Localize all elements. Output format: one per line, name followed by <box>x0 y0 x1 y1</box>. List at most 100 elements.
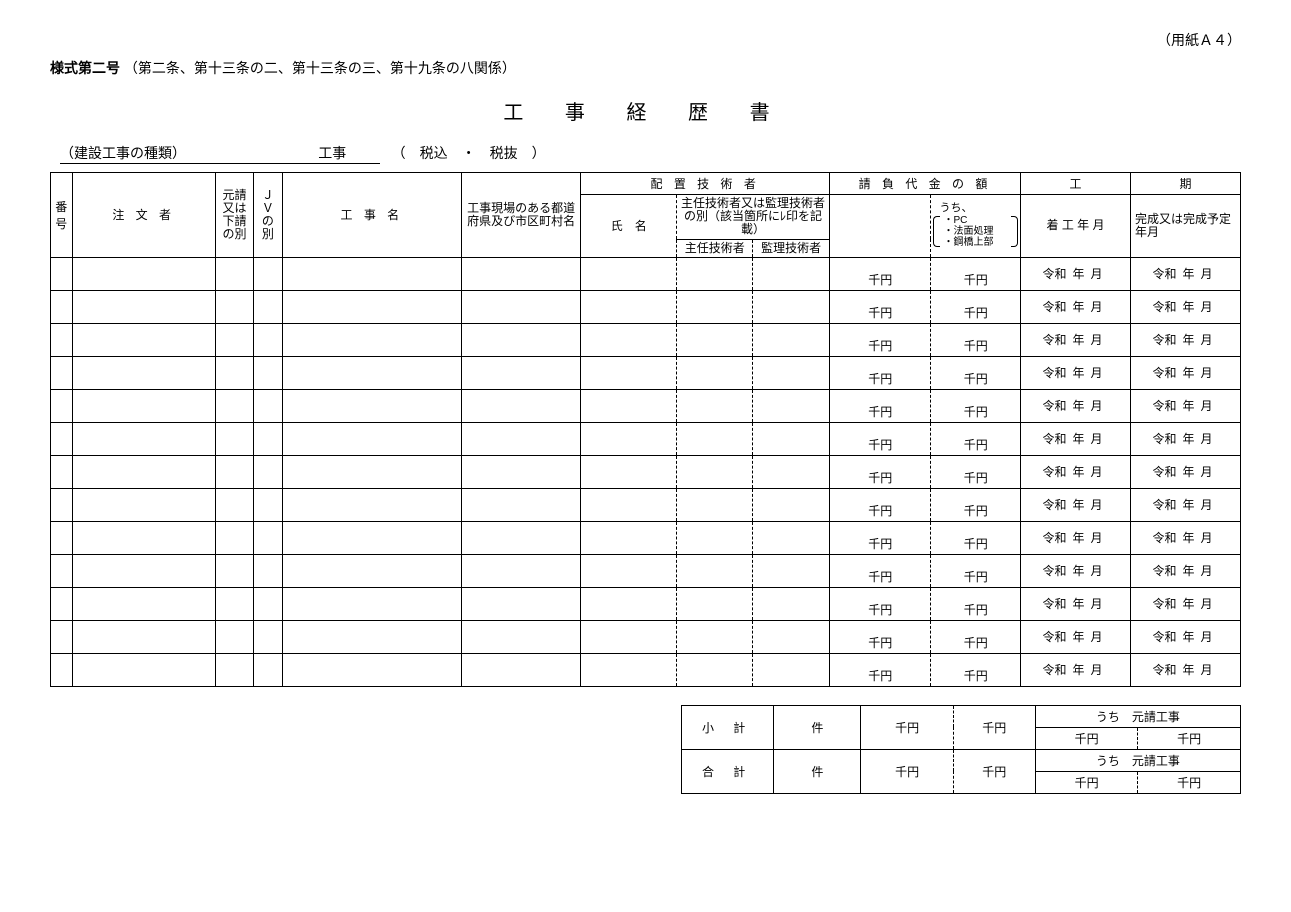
cell-location <box>461 323 580 356</box>
cell-amount2: 千円 <box>931 488 1021 521</box>
cell-chief <box>677 455 753 488</box>
cell-fullname <box>581 521 677 554</box>
cell-location <box>461 488 580 521</box>
cell-jv <box>254 422 283 455</box>
cell-start-date: 令和年月 <box>1021 356 1131 389</box>
cell-jv <box>254 290 283 323</box>
total-label: 合 計 <box>682 749 774 793</box>
tax-options: （ 税込 ・ 税抜 ） <box>392 145 546 161</box>
cell-amount2: 千円 <box>931 587 1021 620</box>
cell-work-name <box>282 290 461 323</box>
subtotal-label: 小 計 <box>682 705 774 749</box>
table-row: 千円千円令和年月令和年月 <box>51 587 1241 620</box>
cell-work-name <box>282 488 461 521</box>
cell-amount1: 千円 <box>829 620 931 653</box>
cell-client <box>72 554 215 587</box>
cell-location <box>461 653 580 686</box>
cell-amount1: 千円 <box>829 488 931 521</box>
cell-jv <box>254 587 283 620</box>
amount-note-bridge: ・鋼橋上部 <box>935 237 1016 248</box>
cell-amount1: 千円 <box>829 356 931 389</box>
cell-client <box>72 389 215 422</box>
cell-end-date: 令和年月 <box>1130 290 1240 323</box>
cell-fullname <box>581 257 677 290</box>
cell-jv <box>254 554 283 587</box>
cell-supervisor <box>753 488 829 521</box>
cell-jv <box>254 455 283 488</box>
cell-start-date: 令和年月 <box>1021 323 1131 356</box>
cell-prime <box>215 488 253 521</box>
table-row: 千円千円令和年月令和年月 <box>51 290 1241 323</box>
cell-amount2: 千円 <box>931 356 1021 389</box>
summary-table: 小 計 件 千円 千円 うち 元請工事 千円 千円 合 計 件 千円 千円 うち… <box>681 705 1241 794</box>
cell-location <box>461 257 580 290</box>
th-work-name: 工 事 名 <box>282 173 461 258</box>
cell-work-name <box>282 587 461 620</box>
table-row: 千円千円令和年月令和年月 <box>51 554 1241 587</box>
cell-supervisor <box>753 554 829 587</box>
th-end-date: 完成又は完成予定年月 <box>1130 195 1240 258</box>
cell-start-date: 令和年月 <box>1021 653 1131 686</box>
cell-supervisor <box>753 455 829 488</box>
cell-end-date: 令和年月 <box>1130 323 1240 356</box>
total-prime-amt1: 千円 <box>1035 771 1138 793</box>
cell-amount2: 千円 <box>931 554 1021 587</box>
total-prime-label: うち 元請工事 <box>1035 749 1240 771</box>
subtotal-amount2: 千円 <box>953 705 1035 749</box>
table-row: 千円千円令和年月令和年月 <box>51 356 1241 389</box>
cell-start-date: 令和年月 <box>1021 554 1131 587</box>
cell-work-name <box>282 620 461 653</box>
cell-start-date: 令和年月 <box>1021 488 1131 521</box>
cell-no <box>51 554 73 587</box>
cell-supervisor <box>753 290 829 323</box>
cell-start-date: 令和年月 <box>1021 290 1131 323</box>
cell-start-date: 令和年月 <box>1021 389 1131 422</box>
cell-fullname <box>581 455 677 488</box>
cell-chief <box>677 521 753 554</box>
subtotal-count: 件 <box>774 705 861 749</box>
cell-amount1: 千円 <box>829 257 931 290</box>
cell-jv <box>254 521 283 554</box>
table-row: 千円千円令和年月令和年月 <box>51 488 1241 521</box>
subtotal-prime-amt1: 千円 <box>1035 727 1138 749</box>
cell-fullname <box>581 290 677 323</box>
cell-supervisor <box>753 620 829 653</box>
table-body: 千円千円令和年月令和年月千円千円令和年月令和年月千円千円令和年月令和年月千円千円… <box>51 257 1241 686</box>
table-row: 千円千円令和年月令和年月 <box>51 323 1241 356</box>
cell-work-name <box>282 257 461 290</box>
cell-fullname <box>581 323 677 356</box>
cell-location <box>461 389 580 422</box>
cell-client <box>72 422 215 455</box>
cell-client <box>72 323 215 356</box>
cell-no <box>51 257 73 290</box>
cell-prime <box>215 356 253 389</box>
table-row: 千円千円令和年月令和年月 <box>51 620 1241 653</box>
total-count: 件 <box>774 749 861 793</box>
cell-location <box>461 587 580 620</box>
cell-prime <box>215 323 253 356</box>
cell-client <box>72 521 215 554</box>
cell-chief <box>677 389 753 422</box>
cell-end-date: 令和年月 <box>1130 653 1240 686</box>
th-amount-group: 請 負 代 金 の 額 <box>829 173 1020 195</box>
page-title: 工 事 経 歴 書 <box>50 96 1241 125</box>
amount-note-pc: ・PC <box>935 215 1016 226</box>
cell-prime <box>215 257 253 290</box>
form-header: 様式第二号 （第二条、第十三条の二、第十三条の三、第十九条の八関係） <box>50 58 1241 78</box>
cell-prime <box>215 587 253 620</box>
cell-amount1: 千円 <box>829 323 931 356</box>
cell-amount2: 千円 <box>931 257 1021 290</box>
cell-end-date: 令和年月 <box>1130 488 1240 521</box>
cell-no <box>51 455 73 488</box>
cell-client <box>72 455 215 488</box>
cell-amount1: 千円 <box>829 455 931 488</box>
cell-start-date: 令和年月 <box>1021 455 1131 488</box>
total-amount1: 千円 <box>861 749 953 793</box>
th-period-2: 期 <box>1130 173 1240 195</box>
cell-chief <box>677 356 753 389</box>
cell-no <box>51 521 73 554</box>
cell-amount2: 千円 <box>931 521 1021 554</box>
cell-work-name <box>282 323 461 356</box>
amount-note-top: うち、 <box>933 202 1018 214</box>
th-no: 番号 <box>51 173 73 258</box>
